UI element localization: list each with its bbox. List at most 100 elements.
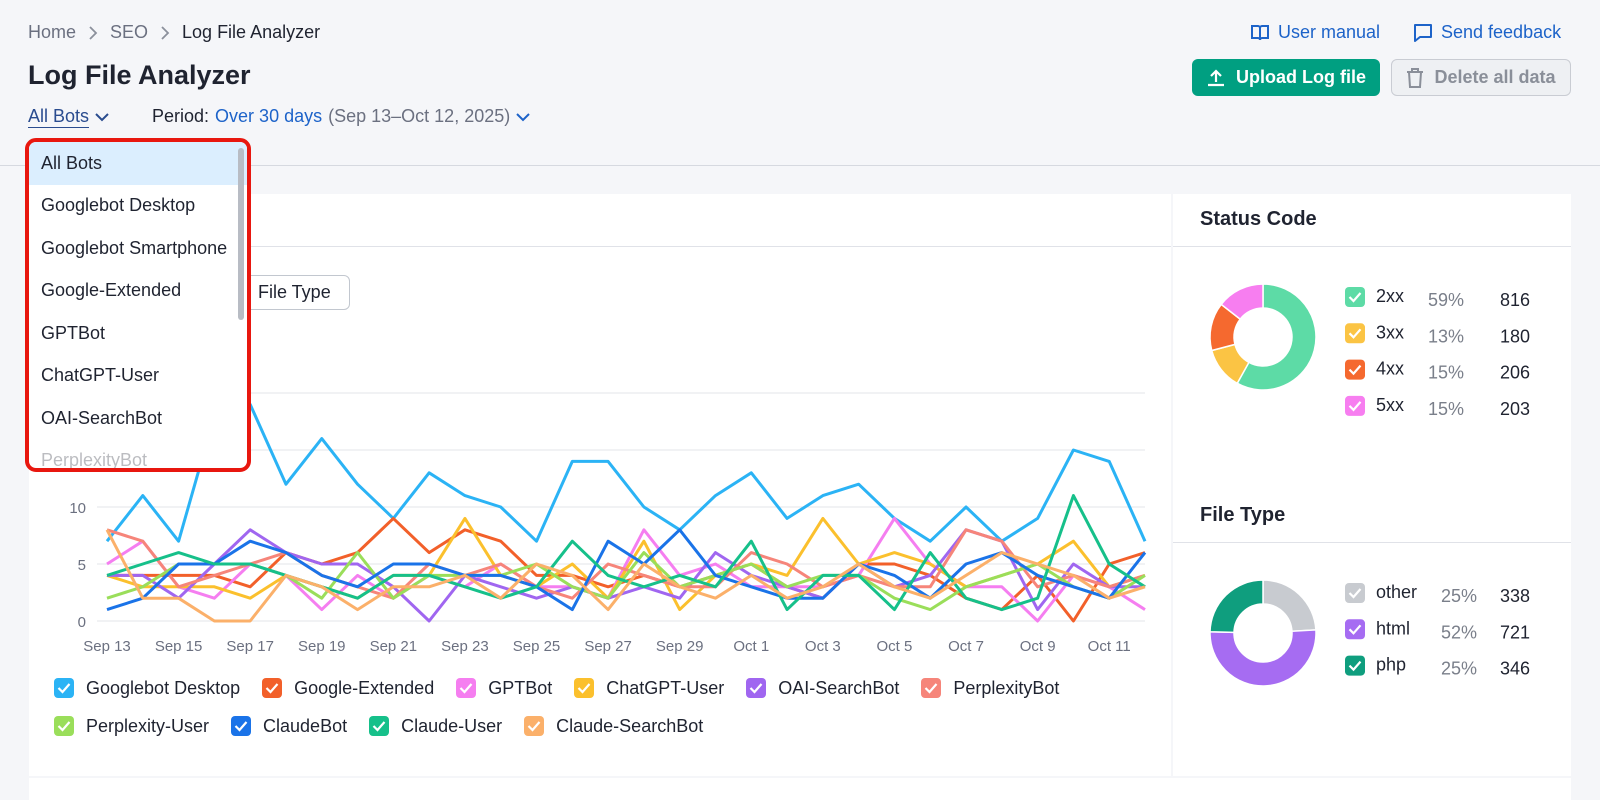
period-range: (Sep 13–Oct 12, 2025) [328,106,511,126]
check-icon [1348,364,1362,376]
x-tick-label: Oct 5 [877,638,913,655]
legend-checkbox[interactable] [1345,655,1365,676]
menu-item[interactable]: PerplexityBot [41,450,148,471]
card-divider [29,246,1171,247]
checkbox[interactable] [456,678,477,698]
lower-card [29,778,1571,800]
card-divider [1173,542,1571,543]
x-tick-label: Oct 7 [948,638,984,655]
series-line [106,528,1146,600]
legend-label: php [1376,655,1406,675]
check-icon [57,721,71,732]
legend-label: 4xx [1376,359,1404,379]
legend-checkbox[interactable] [1345,619,1365,640]
crumb-link[interactable]: SEO [110,22,149,42]
legend-label: Claude-User [401,715,503,736]
scrollbar [238,148,244,320]
check-icon [234,721,248,732]
button-text: Upload Log file [1236,67,1366,87]
bot-filter[interactable]: All Bots [28,106,109,128]
series-line [106,494,1146,612]
period-filter[interactable]: Period: Over 30 days (Sep 13–Oct 12, 202… [152,106,530,127]
menu-item[interactable]: OAI-SearchBot [41,407,163,428]
legend-label: ClaudeBot [263,715,348,736]
check-icon [750,683,763,694]
x-tick-label: Oct 3 [805,638,841,655]
menu-item[interactable]: Googlebot Smartphone [41,237,228,258]
legend-checkbox[interactable] [1345,359,1365,380]
checkbox[interactable] [231,716,252,736]
upload-icon [1208,68,1224,86]
checkbox[interactable] [524,716,545,736]
legend: Googlebot Desktop Google-Extended GPTBot Ch… [54,677,1154,737]
tab[interactable]: File Type [236,275,350,310]
legend-checkbox[interactable] [1345,395,1365,416]
y-tick-label: 5 [78,557,86,574]
checkbox-box [1345,619,1365,640]
x-tick-label: Sep 19 [298,638,346,655]
menu-item[interactable]: Google-Extended [41,280,182,301]
checkbox[interactable] [921,678,942,698]
legend-label: PerplexityBot [953,677,1060,698]
check-icon [459,683,473,694]
check-icon [1348,292,1362,303]
legend-item: Google-Extended [262,677,434,699]
legend-label: 3xx [1376,322,1404,342]
share-label: 15% [1428,399,1464,419]
book-icon [1251,24,1269,40]
button-text: Delete all data [1434,67,1556,87]
page-title: Log File Analyzer [28,60,251,90]
bot-dropdown: All Bots Googlebot Desktop Googlebot Sma… [25,138,251,472]
x-tick-label: Oct 1 [733,638,769,655]
check-icon [1348,588,1362,599]
checkbox-box [1345,323,1365,344]
chevron-down [95,113,109,122]
x-tick-label: Sep 25 [513,638,561,655]
y-tick-label: 10 [69,500,86,517]
checkbox-box [1345,287,1365,307]
legend-label: other [1376,582,1417,602]
check-icon [1348,401,1362,412]
x-tick-label: Sep 17 [226,638,274,655]
check-icon [1348,328,1362,339]
legend-checkbox[interactable] [1345,583,1365,603]
bot-filter-value: All Bots [28,106,90,128]
menu-item[interactable]: GPTBot [41,322,106,343]
x-tick-label: Sep 23 [441,638,489,655]
checkbox-box [1345,655,1365,676]
legend-item: Googlebot Desktop [54,677,240,699]
legend-label: OAI-SearchBot [778,677,900,698]
share-label: 25% [1441,586,1477,606]
share-label: 25% [1441,659,1477,679]
count-label: 338 [1500,586,1530,606]
legend-checkbox[interactable] [1345,287,1365,307]
count-label: 816 [1500,290,1530,310]
checkbox[interactable] [262,678,283,698]
user-manual-link[interactable]: User manual [1250,22,1380,43]
upload-button[interactable]: Upload Log file [1192,59,1380,96]
link-text: User manual [1278,22,1381,42]
crumb-link[interactable]: Home [28,22,77,42]
checkbox[interactable] [574,678,595,698]
menu-item[interactable]: ChatGPT-User [41,365,160,386]
menu-item[interactable]: All Bots [29,142,247,185]
count-label: 203 [1500,399,1530,419]
checkbox-box [1345,395,1365,416]
checkbox[interactable] [54,716,74,736]
donut-slice [1209,579,1264,634]
checkbox[interactable] [54,678,74,698]
legend-item: OAI-SearchBot [746,677,899,699]
x-tick-label: Sep 27 [584,638,632,655]
trash-icon [1407,67,1424,88]
donut-slice [1236,283,1317,391]
menu-item[interactable]: Googlebot Desktop [41,195,196,216]
legend-checkbox[interactable] [1345,323,1365,344]
checkbox[interactable] [746,678,767,698]
send-feedback-link[interactable]: Send feedback [1413,22,1561,43]
count-label: 346 [1500,659,1530,679]
legend-item: PerplexityBot [921,677,1059,699]
checkbox[interactable] [369,716,390,736]
delete-button[interactable]: Delete all data [1391,59,1571,96]
legend-label: GPTBot [488,677,553,698]
series-line [105,402,1147,543]
